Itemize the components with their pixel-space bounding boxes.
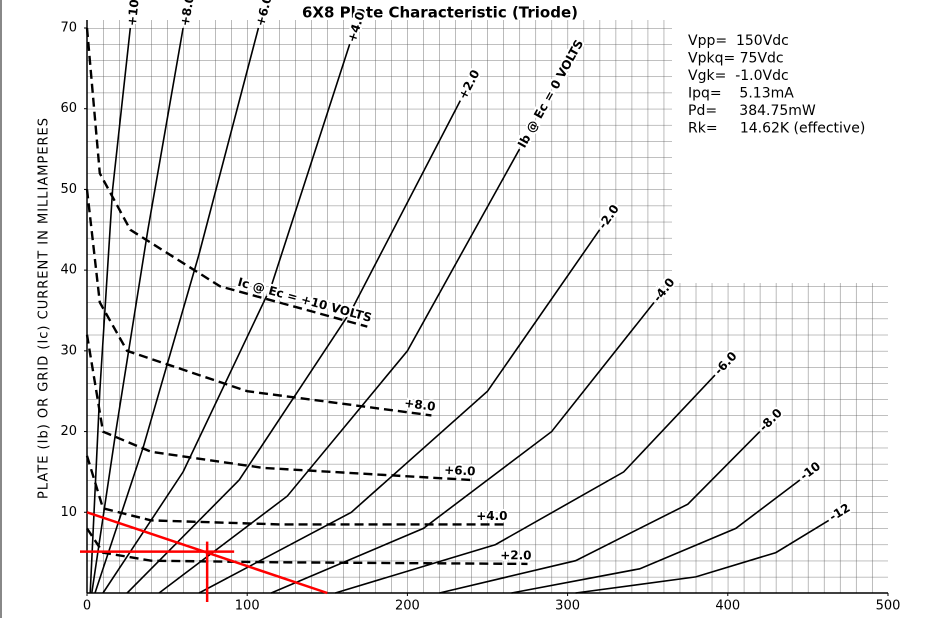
x-tick-label: 400 xyxy=(715,599,740,614)
curve-label: +10 xyxy=(125,0,142,27)
plate-current-curve xyxy=(158,148,521,594)
curve-label: +2.0 xyxy=(500,548,531,562)
y-tick-label: 70 xyxy=(60,21,77,36)
left-edge xyxy=(0,0,2,618)
plate-current-curve xyxy=(102,43,351,594)
annotation: Pd= 384.75mW xyxy=(688,103,816,119)
plate-current-curve xyxy=(511,479,801,594)
x-tick-label: 100 xyxy=(235,599,260,614)
y-tick-label: 50 xyxy=(60,182,77,197)
x-tick-label: 300 xyxy=(555,599,580,614)
chart-title: 6X8 Plate Characteristic (Triode) xyxy=(302,4,578,22)
graph-paper xyxy=(672,283,888,593)
curve-label: +8.0 xyxy=(404,396,437,414)
grid-current-curve xyxy=(85,189,432,417)
curve-label: +6.0 xyxy=(444,463,476,479)
grid-current-curve xyxy=(85,527,528,566)
y-tick-label: 40 xyxy=(60,263,77,278)
annotation: Vpkq= 75Vdc xyxy=(688,51,784,67)
annotation: Rk= 14.62K (effective) xyxy=(688,121,865,137)
grid-current-curve xyxy=(85,455,504,526)
plate-current-curve xyxy=(335,374,716,594)
plate-current-curve xyxy=(439,431,761,594)
x-tick-label: 0 xyxy=(83,599,91,614)
annotation: Ipq= 5.13mA xyxy=(688,86,794,102)
y-tick-label: 30 xyxy=(60,343,77,358)
graph-paper xyxy=(87,20,672,593)
grid-current-curve xyxy=(85,27,368,328)
annotation: Vgk= -1.0Vdc xyxy=(688,68,789,84)
y-tick-label: 20 xyxy=(60,424,77,439)
x-tick-label: 500 xyxy=(876,599,901,614)
plate-current-curve xyxy=(270,301,655,594)
plate-current-curve xyxy=(94,27,260,594)
y-tick-label: 60 xyxy=(60,101,77,116)
y-axis-label: PLATE (Ib) OR GRID (Ic) CURRENT IN MILLI… xyxy=(37,117,52,499)
annotation: Vpp= 150Vdc xyxy=(688,33,789,49)
plate-current-curve xyxy=(91,27,184,594)
plate-current-curve xyxy=(575,519,830,594)
plate-current-curve xyxy=(126,100,462,594)
plate-current-curve xyxy=(198,229,601,594)
y-tick-label: 10 xyxy=(60,505,77,520)
x-tick-label: 200 xyxy=(395,599,420,614)
plate-current-curve xyxy=(89,27,132,594)
curve-label: +4.0 xyxy=(476,509,507,523)
